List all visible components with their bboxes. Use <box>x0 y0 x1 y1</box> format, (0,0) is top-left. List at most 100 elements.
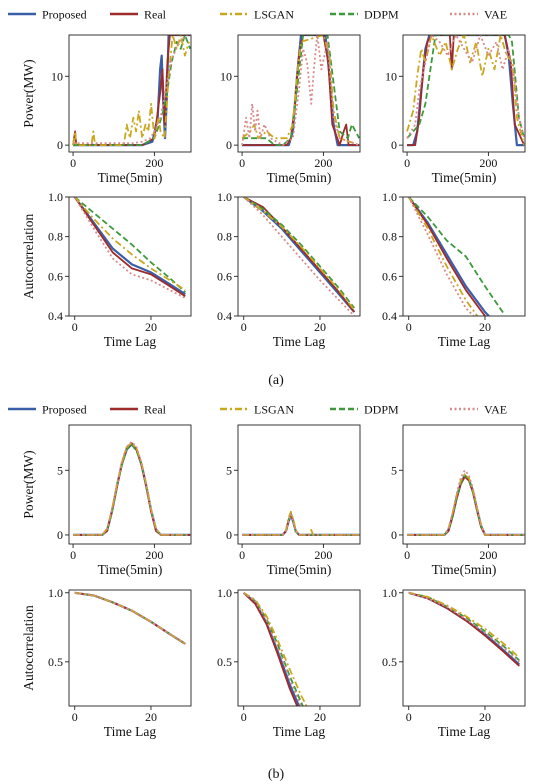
x-axis-label: Time(5min) <box>432 562 497 577</box>
y-axis-label: Autocorrelation <box>21 214 36 300</box>
series-group <box>74 591 186 645</box>
series-group <box>72 35 191 147</box>
series-line-vae <box>243 592 302 706</box>
x-axis-label: Time Lag <box>104 724 157 739</box>
x-axis-label: Time Lag <box>104 334 157 349</box>
y-tick-label: 0 <box>57 528 63 542</box>
x-axis-label: Time(5min) <box>267 562 332 577</box>
y-tick-label: 1.0 <box>48 586 63 600</box>
x-tick-label: 200 <box>479 548 497 562</box>
y-tick-label: 5 <box>391 463 397 477</box>
series-line-vae <box>73 440 191 536</box>
chart-a-acf-2: 0 20 0.4 0.6 0.8 1.0 Time Lag <box>382 190 526 349</box>
series-line-proposed <box>243 197 356 313</box>
axes-frame <box>68 196 192 317</box>
x-tick-label: 200 <box>145 156 163 170</box>
chart-a-acf-0: 0 20 0.4 0.6 0.8 1.0 Time Lag Autocorrelation <box>21 190 192 349</box>
x-axis-label: Time(5min) <box>98 170 163 185</box>
y-tick-label: 0 <box>226 528 232 542</box>
axes-frame <box>237 196 361 317</box>
legend-label: LSGAN <box>254 403 294 417</box>
x-tick-label: 0 <box>404 156 410 170</box>
series-group <box>242 591 308 706</box>
chart-a-power-2: 0 200 0 10 Time(5min) <box>385 34 526 185</box>
y-axis-label: Power(MW) <box>21 450 36 518</box>
x-axis-label: Time(5min) <box>432 170 497 185</box>
series-group <box>241 35 360 147</box>
legend-item-real: Real <box>110 403 167 417</box>
y-tick-label: 5 <box>226 463 232 477</box>
x-axis-label: Time Lag <box>273 334 326 349</box>
y-tick-label: 10 <box>51 69 63 83</box>
series-line-vae <box>73 35 191 145</box>
x-tick-label: 20 <box>145 320 157 334</box>
series-line-ddpm <box>243 197 356 309</box>
series-line-vae <box>407 197 475 316</box>
x-axis-label: Time Lag <box>438 724 491 739</box>
series-line-real <box>73 197 186 297</box>
series-line-lsgan <box>72 35 190 147</box>
series-group <box>242 510 360 537</box>
chart-b-power-2: 0 200 0 5 Time(5min) <box>391 424 526 577</box>
y-tick-label: 1.0 <box>217 190 232 204</box>
series-line-vae <box>407 469 525 536</box>
legend-item-proposed: Proposed <box>8 403 87 417</box>
x-tick-label: 200 <box>145 548 163 562</box>
series-group <box>407 469 525 537</box>
y-tick-label: 0.4 <box>48 309 63 323</box>
x-axis-label: Time Lag <box>438 334 491 349</box>
axes-frame <box>237 34 361 153</box>
axes-frame <box>68 589 192 707</box>
series-line-lsgan <box>243 592 308 706</box>
x-tick-label: 0 <box>239 156 245 170</box>
series-line-lsgan <box>406 35 525 146</box>
y-tick-label: 5 <box>57 463 63 477</box>
series-line-proposed <box>73 197 186 296</box>
legend-item-proposed: Proposed <box>8 8 87 22</box>
y-axis-label: Power(MW) <box>21 59 36 127</box>
x-tick-label: 20 <box>479 710 491 724</box>
y-tick-label: 0.6 <box>217 269 232 283</box>
series-group <box>406 35 525 147</box>
series-line-real <box>243 197 356 313</box>
x-tick-label: 200 <box>479 156 497 170</box>
axes-frame <box>402 34 526 153</box>
axes-frame <box>237 424 361 545</box>
legend-label: Proposed <box>42 403 87 417</box>
x-tick-label: 20 <box>314 710 326 724</box>
legend-label: Real <box>144 8 167 22</box>
chart-b-power-1: 0 200 0 5 Time(5min) <box>226 424 361 577</box>
series-line-vae <box>241 35 360 147</box>
series-line-vae <box>73 197 186 299</box>
panel-label-a: (a) <box>268 373 284 388</box>
x-tick-label: 0 <box>72 320 78 334</box>
y-tick-label: 1.0 <box>382 586 397 600</box>
y-tick-label: 0.5 <box>48 655 63 669</box>
chart-a-power-1: 0 200 0 10 Time(5min) <box>220 34 361 185</box>
legend-label: VAE <box>484 403 507 417</box>
legend-item-vae: VAE <box>450 8 507 22</box>
axes-frame <box>68 34 192 153</box>
chart-a-acf-1: 0 20 0.4 0.6 0.8 1.0 Time Lag <box>217 190 361 349</box>
series-line-proposed <box>407 197 490 316</box>
x-tick-label: 20 <box>479 320 491 334</box>
series-line-lsgan <box>408 591 520 659</box>
series-line-lsgan <box>74 197 186 291</box>
y-tick-label: 0.6 <box>48 269 63 283</box>
chart-b-power-0: 0 200 0 5 Time(5min) Power(MW) <box>21 424 192 577</box>
y-tick-label: 1.0 <box>382 190 397 204</box>
series-group <box>243 197 356 316</box>
series-group <box>73 197 186 299</box>
y-tick-label: 0 <box>391 138 397 152</box>
chart-b-acf-2: 0 20 0.5 1.0 Time Lag <box>382 586 526 739</box>
x-tick-label: 200 <box>314 156 332 170</box>
chart-a-power-0: 0 200 0 10 Time(5min) Power(MW) <box>21 34 192 185</box>
series-line-vae <box>243 197 355 316</box>
panel-label-b: (b) <box>268 767 285 782</box>
series-line-vae <box>408 591 520 663</box>
y-tick-label: 0.4 <box>217 309 232 323</box>
legend-item-vae: VAE <box>450 403 507 417</box>
y-tick-label: 10 <box>385 69 397 83</box>
